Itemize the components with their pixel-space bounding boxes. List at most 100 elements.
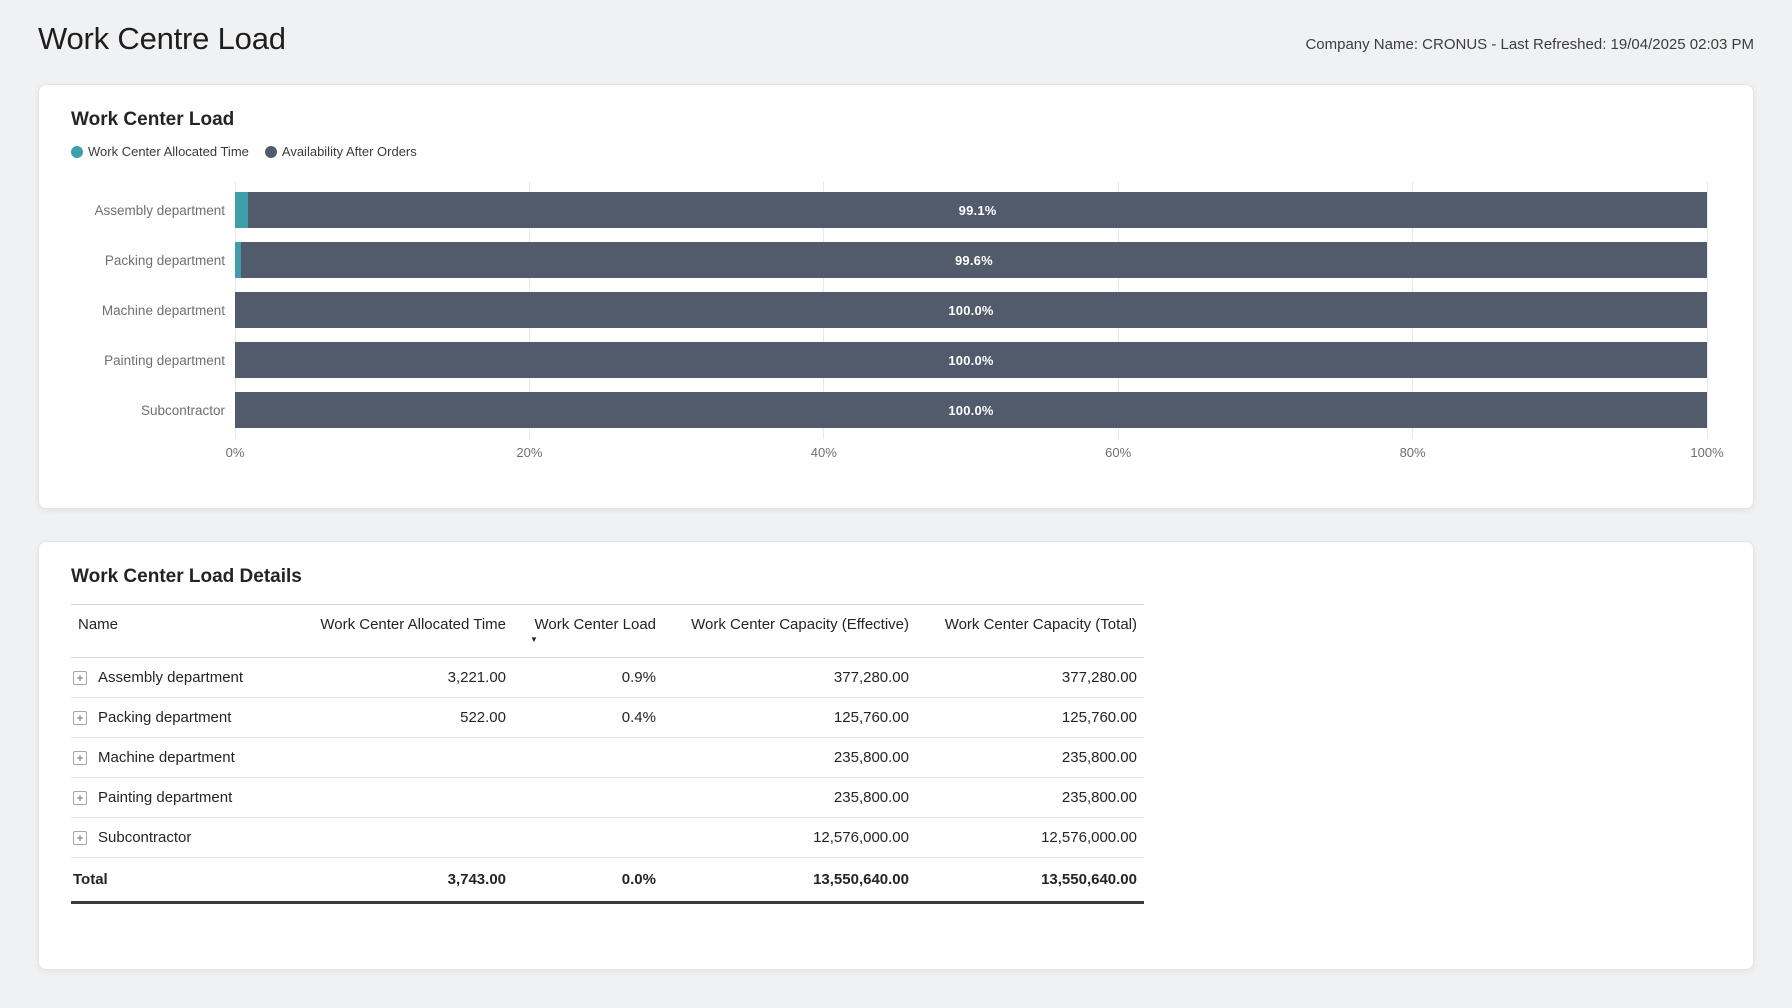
cell-allocated-time	[303, 817, 513, 858]
cell-name: + Subcontractor	[71, 817, 303, 858]
legend-label: Availability After Orders	[281, 144, 417, 159]
cell-load	[513, 817, 663, 858]
cell-allocated-time: 522.00	[303, 697, 513, 738]
stacked-bar-chart: Assembly department 99.1% Packing departme…	[71, 181, 1724, 465]
table-row[interactable]: + Painting department 235,800.00 235,800.00	[71, 777, 1144, 818]
category-label: Machine department	[101, 302, 225, 318]
chart-bar-row: Packing department 99.6%	[105, 235, 1707, 285]
cell-capacity-effective: 12,576,000.00	[663, 817, 916, 858]
bar-value-label: 99.1%	[958, 202, 997, 218]
name-cell: + Packing department	[73, 709, 296, 726]
table-header-row: Name Work Center Allocated Time Work Cente…	[71, 604, 1144, 658]
column-header-capacity-total[interactable]: Work Center Capacity (Total)	[916, 604, 1144, 658]
column-header-allocated-time[interactable]: Work Center Allocated Time	[303, 604, 513, 658]
cell-capacity-total: 125,760.00	[916, 697, 1144, 738]
cell-capacity-total: 12,576,000.00	[916, 817, 1144, 858]
legend-dot-icon	[264, 145, 277, 158]
column-header-label: Work Center Load	[534, 616, 656, 633]
total-capacity-effective: 13,550,640.00	[663, 857, 916, 904]
cell-capacity-effective: 125,760.00	[663, 697, 916, 738]
name-cell: + Assembly department	[73, 669, 296, 686]
bar-track: 100.0%	[235, 342, 1707, 378]
category-label: Painting department	[104, 352, 225, 368]
cell-capacity-effective: 235,800.00	[663, 737, 916, 778]
bar-segment-availability-after-orders[interactable]: 99.6%	[240, 242, 1707, 278]
column-header-label: Name	[78, 616, 119, 633]
details-table: Name Work Center Allocated Time Work Cente…	[71, 604, 1144, 904]
row-name-label: Painting department	[98, 789, 233, 806]
cell-load: 0.9%	[513, 657, 663, 698]
row-name-label: Subcontractor	[98, 829, 192, 846]
table-row[interactable]: + Machine department 235,800.00 235,800.00	[71, 737, 1144, 778]
cell-allocated-time: 3,221.00	[303, 657, 513, 698]
cell-capacity-effective: 235,800.00	[663, 777, 916, 818]
page-title: Work Centre Load	[38, 21, 286, 56]
column-header-load[interactable]: Work Center Load ▼	[513, 604, 663, 658]
expand-plus-icon[interactable]: +	[73, 790, 87, 805]
work-center-load-chart-card: Work Center Load Work Center Allocated T…	[38, 84, 1754, 509]
bar-segment-availability-after-orders[interactable]: 100.0%	[235, 392, 1707, 428]
category-label: Packing department	[104, 252, 225, 268]
chart-legend: Work Center Allocated Time Availability A…	[71, 144, 1721, 159]
chart-bar-row: Assembly department 99.1%	[94, 185, 1707, 235]
column-header-name[interactable]: Name	[71, 604, 303, 658]
expand-plus-icon[interactable]: +	[73, 710, 87, 725]
bar-segment-availability-after-orders[interactable]: 99.1%	[248, 192, 1707, 228]
cell-allocated-time	[303, 737, 513, 778]
name-cell: + Painting department	[73, 789, 296, 806]
cell-name: + Packing department	[71, 697, 303, 738]
cell-load: 0.4%	[513, 697, 663, 738]
bar-segment-allocated-time[interactable]	[235, 192, 249, 228]
bar-track: 99.6%	[235, 242, 1707, 278]
bar-segment-availability-after-orders[interactable]: 100.0%	[235, 292, 1707, 328]
table-row[interactable]: + Subcontractor 12,576,000.00 12,576,000.00	[71, 817, 1144, 858]
column-header-label: Work Center Allocated Time	[320, 616, 506, 633]
bar-track: 100.0%	[235, 292, 1707, 328]
total-capacity-total: 13,550,640.00	[916, 857, 1144, 904]
cell-load	[513, 777, 663, 818]
category-label: Subcontractor	[140, 402, 225, 418]
cell-capacity-total: 377,280.00	[916, 657, 1144, 698]
row-name-label: Assembly department	[98, 669, 244, 686]
table-row[interactable]: + Packing department 522.00 0.4% 125,760.00 1…	[71, 697, 1144, 738]
chart-bar-row: Machine department 100.0%	[102, 285, 1707, 335]
column-header-capacity-effective[interactable]: Work Center Capacity (Effective)	[663, 604, 916, 658]
total-label: Total	[71, 857, 303, 904]
x-axis-tick-label: 40%	[810, 445, 837, 460]
legend-item[interactable]: Work Center Allocated Time	[71, 144, 249, 159]
chart-bar-row: Painting department 100.0%	[104, 335, 1707, 385]
chart-bar-row: Subcontractor 100.0%	[141, 385, 1707, 435]
column-header-label: Work Center Capacity (Effective)	[691, 616, 909, 633]
cell-load	[513, 737, 663, 778]
total-row: Total 3,743.00 0.0% 13,550,640.00 13,550…	[71, 857, 1144, 904]
total-load: 0.0%	[513, 857, 663, 904]
cell-name: + Machine department	[71, 737, 303, 778]
name-cell: + Machine department	[73, 749, 296, 766]
x-axis-tick-label: 0%	[225, 445, 245, 460]
bar-value-label: 100.0%	[948, 352, 994, 368]
sort-descending-icon: ▼	[530, 635, 538, 644]
bar-segment-allocated-time[interactable]	[235, 242, 241, 278]
cell-capacity-total: 235,800.00	[916, 777, 1144, 818]
row-name-label: Machine department	[98, 749, 235, 766]
x-axis-tick-label: 60%	[1105, 445, 1132, 460]
expand-plus-icon[interactable]: +	[73, 670, 87, 685]
expand-plus-icon[interactable]: +	[73, 750, 87, 765]
work-center-load-details-card: Work Center Load Details Name Work Center…	[38, 541, 1754, 970]
expand-plus-icon[interactable]: +	[73, 830, 87, 845]
chart-plot-area: Assembly department 99.1% Packing departme…	[94, 181, 1708, 439]
chart-card-title: Work Center Load	[71, 109, 235, 130]
bar-segment-availability-after-orders[interactable]: 100.0%	[235, 342, 1707, 378]
legend-dot-icon	[71, 145, 83, 158]
bar-track: 99.1%	[235, 192, 1707, 228]
cell-capacity-effective: 377,280.00	[663, 657, 916, 698]
total-allocated-time: 3,743.00	[303, 857, 513, 904]
table-row[interactable]: + Assembly department 3,221.00 0.9% 377,280.…	[71, 657, 1144, 698]
legend-label: Work Center Allocated Time	[88, 144, 249, 159]
page-header: Work Centre Load Company Name: CRONUS - …	[0, 0, 1792, 60]
cell-name: + Assembly department	[71, 657, 303, 698]
legend-item[interactable]: Availability After Orders	[264, 144, 417, 159]
details-card-title: Work Center Load Details	[71, 566, 302, 587]
column-header-label: Work Center Capacity (Total)	[944, 616, 1137, 633]
